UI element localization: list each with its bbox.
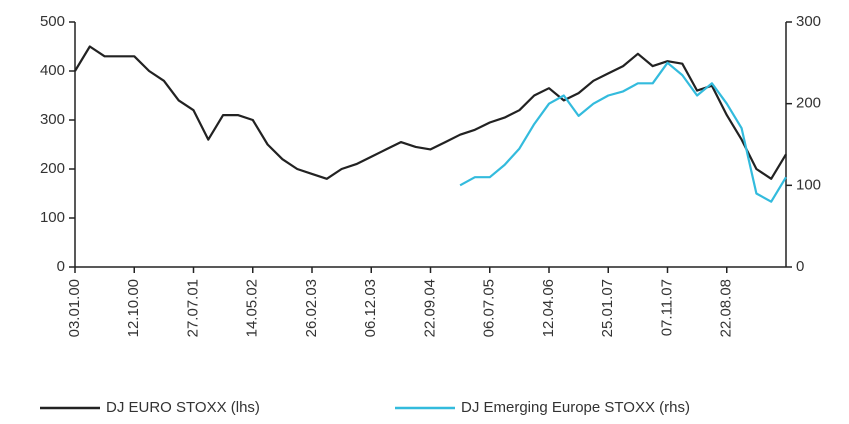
x-tick-label: 26.02.03 (303, 279, 320, 337)
x-tick-label: 06.12.03 (362, 279, 379, 337)
x-tick-label: 07.11.07 (658, 279, 675, 336)
x-tick-label: 06.07.05 (481, 279, 498, 337)
x-tick-label: 12.04.06 (540, 279, 557, 337)
series-line (459, 61, 787, 203)
series-line (74, 45, 787, 180)
y-tick-label: 300 (40, 111, 65, 128)
y-tick-label: 0 (57, 258, 65, 275)
x-tick-label: 27.07.01 (184, 279, 201, 337)
x-tick-label: 03.01.00 (66, 279, 83, 337)
y-tick-label: 500 (40, 13, 65, 30)
x-tick-label: 22.09.04 (421, 279, 438, 337)
y-tick-label: 100 (40, 209, 65, 226)
y2-tick-label: 100 (796, 176, 821, 193)
x-tick-label: 12.10.00 (125, 279, 142, 337)
y2-tick-label: 0 (796, 258, 804, 275)
x-tick-label: 14.05.02 (244, 279, 261, 337)
y2-tick-label: 200 (796, 95, 821, 112)
x-tick-label: 25.01.07 (599, 279, 616, 337)
y-tick-label: 200 (40, 160, 65, 177)
legend-label: DJ Emerging Europe STOXX (rhs) (461, 399, 690, 416)
y-tick-label: 400 (40, 62, 65, 79)
x-tick-label: 22.08.08 (718, 279, 735, 337)
y2-tick-label: 300 (796, 13, 821, 30)
legend-label: DJ EURO STOXX (lhs) (106, 399, 260, 416)
